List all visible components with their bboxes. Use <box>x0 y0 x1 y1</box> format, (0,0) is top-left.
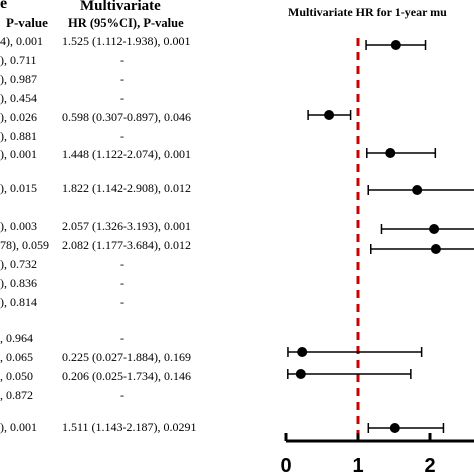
multivariate-cell: 1.511 (1.143-2.187), 0.0291 <box>62 420 197 434</box>
x-tick-label: 2 <box>424 455 435 474</box>
univariate-cell: 78), 0.059 <box>0 238 49 252</box>
univariate-cell: 4), 0.001 <box>0 34 43 48</box>
univariate-header-partial: e <box>0 0 7 12</box>
univariate-cell: ), 0.814 <box>0 295 37 309</box>
multivariate-cell: 1.448 (1.122-2.074), 0.001 <box>62 147 191 161</box>
hr-point <box>429 224 440 234</box>
univariate-cell: ), 0.454 <box>0 91 37 105</box>
univariate-cell: ), 0.711 <box>0 53 37 67</box>
multivariate-cell: 0.598 (0.307-0.897), 0.046 <box>62 110 191 124</box>
univariate-cell: ), 0.003 <box>0 219 37 233</box>
multivariate-cell: - <box>120 72 124 86</box>
univariate-cell: ), 0.881 <box>0 129 37 143</box>
univariate-cell: ), 0.001 <box>0 147 37 161</box>
forest-plot: 0 1 2 <box>280 38 474 474</box>
hr-point <box>295 369 306 379</box>
x-tick-label: 1 <box>352 455 363 474</box>
univariate-cell: ), 0.026 <box>0 110 37 124</box>
univariate-cell: , 0.065 <box>0 350 33 364</box>
hr-point <box>324 110 335 120</box>
hr-point <box>390 40 401 50</box>
univariate-cell: , 0.964 <box>0 331 33 345</box>
multivariate-cell: - <box>120 295 124 309</box>
multivariate-cell: - <box>120 276 124 290</box>
hr-point <box>389 423 400 433</box>
hr-marks <box>287 40 474 433</box>
multivariate-cell: - <box>120 91 124 105</box>
multivariate-hr-header: HR (95%CI), P-value <box>68 16 184 30</box>
univariate-cell: , 0.050 <box>0 369 33 383</box>
hr-point <box>385 148 396 158</box>
univariate-cell: ), 0.732 <box>0 257 37 271</box>
multivariate-cell: 2.057 (1.326-3.193), 0.001 <box>62 219 191 233</box>
univariate-cell: ), 0.015 <box>0 181 37 195</box>
multivariate-title: Multivariate <box>80 0 161 14</box>
table-rows: 4), 0.001 1.525 (1.112-1.938), 0.001 ), 0.… <box>0 34 197 434</box>
x-axis-ticks: 0 1 2 <box>280 433 436 474</box>
multivariate-cell: - <box>120 331 124 345</box>
multivariate-cell: 1.822 (1.142-2.908), 0.012 <box>62 181 191 195</box>
univariate-cell: ), 0.836 <box>0 276 37 290</box>
multivariate-cell: - <box>120 53 124 67</box>
multivariate-cell: - <box>120 388 124 402</box>
multivariate-cell: - <box>120 129 124 143</box>
multivariate-cell: 0.225 (0.027-1.884), 0.169 <box>62 350 191 364</box>
x-tick-label: 0 <box>280 455 291 474</box>
hr-point <box>297 347 308 357</box>
univariate-cell: ), 0.987 <box>0 72 37 86</box>
univariate-cell: , 0.872 <box>0 388 33 402</box>
univariate-pvalue-header: P-value <box>6 15 48 30</box>
multivariate-cell: 1.525 (1.112-1.938), 0.001 <box>62 34 191 48</box>
hr-point <box>412 185 423 195</box>
multivariate-cell: - <box>120 257 124 271</box>
univariate-cell: ), 0.001 <box>0 420 37 434</box>
plot-title: Multivariate HR for 1-year mu <box>288 5 447 19</box>
multivariate-cell: 2.082 (1.177-3.684), 0.012 <box>62 238 191 252</box>
multivariate-cell: 0.206 (0.025-1.734), 0.146 <box>62 369 191 383</box>
hr-point <box>430 244 441 254</box>
